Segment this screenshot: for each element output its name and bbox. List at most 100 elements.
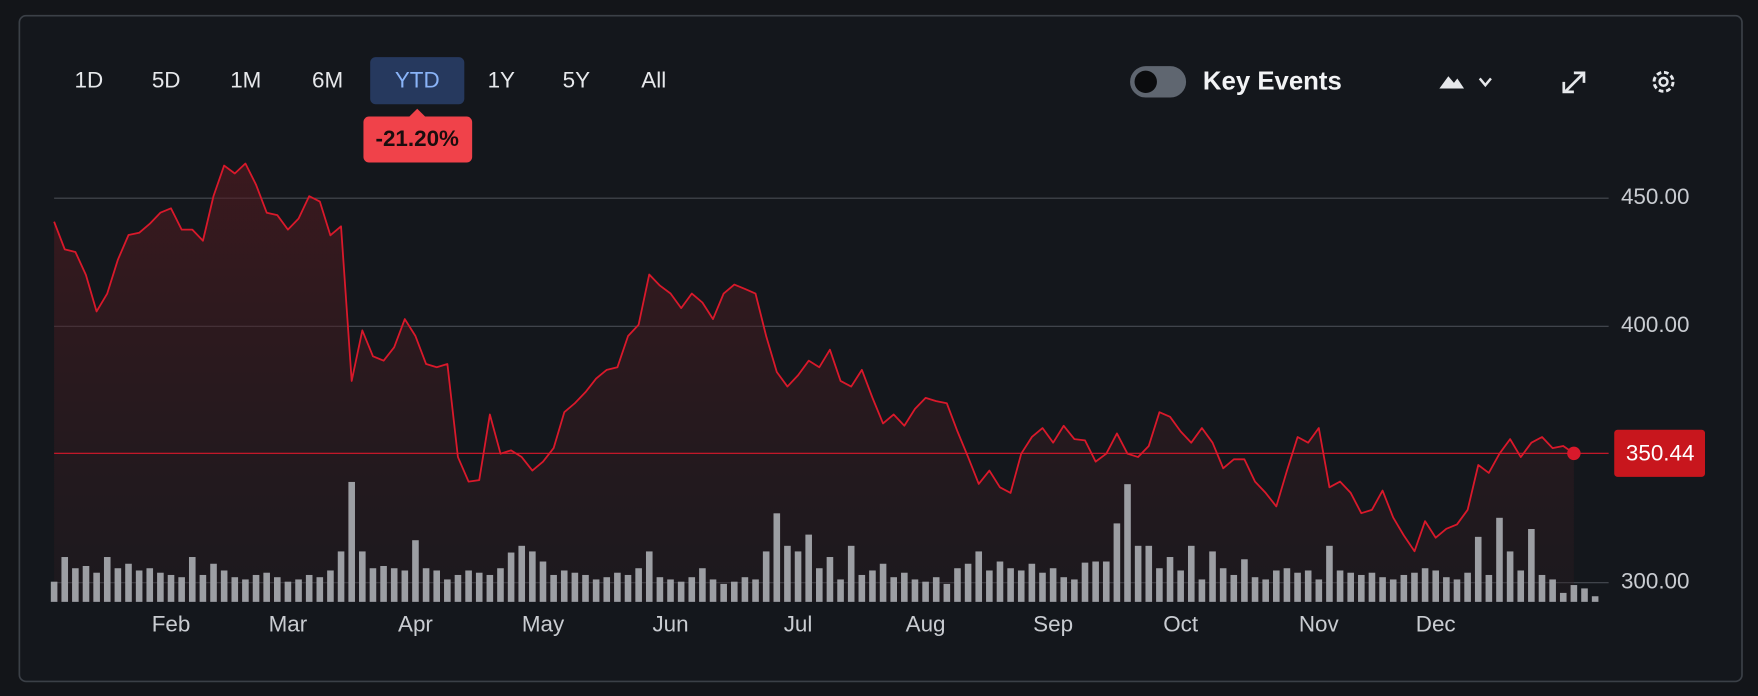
volume-bar bbox=[1028, 563, 1036, 602]
range-button[interactable]: 1Y bbox=[488, 68, 515, 93]
volume-bar bbox=[1017, 570, 1025, 602]
chart-type-button[interactable] bbox=[1439, 76, 1492, 89]
expand-icon bbox=[1562, 71, 1586, 94]
x-tick-label: Jun bbox=[652, 611, 688, 636]
volume-bar bbox=[412, 540, 419, 602]
x-tick-label: Feb bbox=[152, 611, 191, 636]
volume-bar bbox=[975, 551, 983, 602]
volume-bar bbox=[741, 577, 749, 602]
volume-bar bbox=[263, 572, 270, 602]
volume-bar bbox=[730, 581, 738, 602]
volume-bar bbox=[465, 570, 472, 602]
volume-bar bbox=[1294, 572, 1301, 602]
volume-bar bbox=[1273, 570, 1280, 602]
volume-bar bbox=[1506, 551, 1514, 602]
volume-bar bbox=[1198, 579, 1206, 602]
volume-bar bbox=[369, 568, 377, 602]
volume-bar bbox=[1166, 557, 1174, 602]
volume-bar bbox=[1474, 536, 1482, 602]
x-tick-label: Oct bbox=[1163, 611, 1199, 636]
volume-bar bbox=[1102, 561, 1110, 602]
badge-bg bbox=[363, 116, 473, 163]
volume-bar bbox=[1219, 568, 1227, 602]
expand-button[interactable] bbox=[1562, 71, 1586, 94]
volume-bar bbox=[1538, 574, 1546, 602]
volume-bar bbox=[603, 577, 611, 602]
volume-bar bbox=[624, 574, 632, 602]
volume-bar bbox=[1304, 570, 1312, 602]
volume-bar bbox=[1336, 570, 1344, 602]
y-tick-label: 450.00 bbox=[1621, 184, 1690, 209]
volume-bar bbox=[699, 568, 706, 602]
volume-bar bbox=[284, 581, 292, 602]
range-button[interactable]: 1M bbox=[230, 68, 261, 93]
volume-bar bbox=[316, 577, 324, 602]
volume-bar bbox=[252, 574, 260, 602]
volume-bar bbox=[539, 561, 547, 602]
volume-bar bbox=[135, 570, 143, 602]
range-button-label: 1Y bbox=[488, 68, 515, 93]
volume-bar bbox=[305, 574, 313, 602]
volume-bar bbox=[805, 534, 812, 602]
price-area bbox=[54, 163, 1574, 602]
volume-bar bbox=[146, 568, 154, 602]
volume-bar bbox=[1177, 570, 1184, 602]
volume-bar bbox=[50, 581, 58, 602]
volume-bar bbox=[359, 551, 366, 602]
volume-bar bbox=[1039, 572, 1046, 602]
volume-bar bbox=[1124, 484, 1131, 602]
volume-bar bbox=[752, 579, 759, 602]
price-line bbox=[53, 162, 1575, 553]
key-events-label[interactable]: Key Events bbox=[1203, 68, 1342, 96]
volume-bar bbox=[709, 579, 717, 602]
volume-bar bbox=[890, 577, 897, 602]
volume-bar bbox=[1432, 570, 1440, 602]
volume-bar bbox=[231, 577, 239, 602]
volume-bar bbox=[1326, 545, 1333, 602]
volume-bar bbox=[1368, 572, 1376, 602]
volume-bar bbox=[1187, 545, 1195, 602]
volume-bar bbox=[1156, 568, 1163, 602]
volume-bar bbox=[837, 579, 844, 602]
price-label-bg bbox=[1614, 429, 1706, 477]
range-button-label: 5Y bbox=[563, 68, 590, 93]
volume-bar bbox=[996, 561, 1004, 602]
volume-bar bbox=[422, 568, 430, 602]
volume-bar bbox=[454, 574, 462, 602]
change-label: -21.20% bbox=[376, 126, 460, 151]
volume-bar bbox=[677, 581, 685, 602]
range-button[interactable]: 5D bbox=[152, 68, 181, 93]
volume-bar bbox=[1315, 579, 1323, 602]
range-button[interactable]: 1D bbox=[75, 68, 104, 93]
toolbar: Key Events bbox=[1130, 66, 1675, 98]
volume-bar bbox=[901, 572, 908, 602]
settings-button[interactable] bbox=[1652, 70, 1675, 93]
x-tick-label: Sep bbox=[1033, 611, 1073, 636]
volume-bar bbox=[507, 552, 515, 602]
volume-bar bbox=[518, 545, 526, 602]
volume-bar bbox=[220, 570, 228, 602]
volume-bar bbox=[1262, 579, 1269, 602]
volume-bar bbox=[114, 568, 122, 602]
y-tick-label: 400.00 bbox=[1621, 312, 1690, 337]
volume-bar bbox=[93, 572, 100, 602]
x-tick-label: Jul bbox=[784, 611, 813, 636]
range-button[interactable]: 6M bbox=[312, 68, 343, 93]
range-button[interactable]: YTD bbox=[370, 57, 465, 105]
toggle-knob bbox=[1134, 70, 1157, 94]
volume-bar bbox=[1581, 588, 1588, 602]
badge-pointer bbox=[409, 108, 426, 117]
volume-bar bbox=[178, 577, 185, 602]
volume-bar bbox=[188, 557, 196, 602]
volume-bar bbox=[571, 572, 579, 602]
volume-bar bbox=[433, 570, 441, 602]
range-button[interactable]: All bbox=[641, 68, 666, 93]
price-chart: 300.00 400.00 450.00 Feb Mar Apr May Jun Jul Aug S… bbox=[50, 162, 1706, 636]
last-point bbox=[1567, 446, 1581, 461]
volume-bar bbox=[635, 568, 642, 602]
range-button-label: 5D bbox=[152, 68, 181, 93]
x-tick-label: Nov bbox=[1299, 611, 1340, 636]
range-button[interactable]: 5Y bbox=[563, 68, 590, 93]
volume-bar bbox=[794, 551, 802, 602]
